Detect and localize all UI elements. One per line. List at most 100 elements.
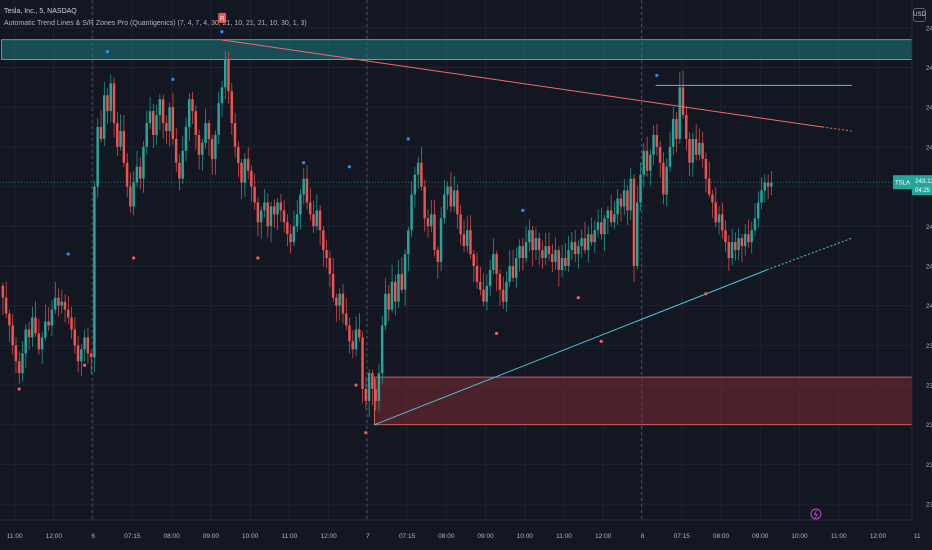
candle-bear: [233, 123, 237, 147]
candle-bull: [508, 265, 511, 282]
candle-bear: [4, 297, 8, 314]
indicator-legend[interactable]: Automatic Trend Lines & S/R Zones Pro (Q…: [4, 20, 307, 27]
candle-bear: [740, 238, 744, 247]
x-tick-label: 12:00: [870, 533, 887, 540]
candle-bear: [469, 230, 472, 255]
candle-bull: [635, 202, 639, 266]
candle-bear: [73, 329, 77, 346]
candle-bull: [21, 353, 24, 374]
candle-bull: [622, 190, 626, 207]
time-axis[interactable]: 11:00 12:00 6 07:15 08:00 09:00 10:00 11:00 12:0…: [0, 519, 932, 550]
candle-bear: [371, 373, 374, 390]
pivot-low-dot: [576, 296, 580, 300]
candle-bear: [364, 389, 368, 401]
trend-lines[interactable]: [220, 39, 852, 426]
candle-bear: [600, 222, 603, 235]
candle-bull: [485, 285, 489, 302]
y-tick-label: 239.00: [926, 343, 932, 350]
candle-bear: [171, 107, 175, 139]
y-tick-label: 236.00: [926, 462, 932, 469]
candle-bear: [541, 250, 544, 259]
pivot-low-dot: [704, 292, 708, 296]
candle-bear: [138, 166, 142, 179]
sr-zones: [1, 39, 913, 426]
candle-bear: [688, 138, 691, 163]
candle-bull: [214, 134, 217, 159]
candle-bull: [439, 218, 443, 262]
pivot-high-dot: [347, 165, 352, 169]
pivot-low-dot: [256, 256, 260, 260]
candle-bear: [34, 317, 37, 334]
candle-bear: [289, 234, 292, 243]
candle-bear: [387, 293, 390, 310]
event-icon: [810, 508, 822, 520]
candle-bear: [250, 170, 253, 187]
candle-bear: [714, 202, 717, 223]
candle-bull: [155, 115, 158, 135]
candle-bull: [201, 142, 204, 155]
candle-bull: [750, 230, 753, 243]
candle-bear: [655, 134, 659, 147]
pivot-high-dot: [220, 30, 224, 34]
candle-bear: [583, 238, 587, 251]
candle-bear: [112, 83, 116, 124]
candle-bear: [37, 333, 41, 350]
candle-bear: [632, 178, 636, 266]
y-tick-label: 247.00: [926, 25, 932, 32]
candle-bear: [161, 99, 165, 124]
candle-bull: [50, 309, 54, 326]
y-tick-label: 241.00: [926, 263, 932, 270]
last-price-tag: [912, 175, 932, 196]
candle-bull: [416, 162, 420, 175]
x-tick-label: 08:00: [713, 533, 730, 540]
pivot-high-dot: [302, 161, 306, 165]
candle-bull: [753, 218, 757, 231]
x-tick-label: 11:00: [7, 533, 23, 540]
pivot-high-dot: [105, 50, 110, 54]
candle-bull: [691, 138, 695, 163]
candle-bull: [217, 103, 220, 135]
candle-bull: [367, 373, 371, 401]
candle-bull: [269, 206, 273, 227]
candle-bear: [662, 162, 665, 195]
chart-grid: [0, 0, 918, 520]
candle-bull: [243, 158, 247, 183]
price-axis[interactable]: 235.00 236.00 237.00 238.00 239.00 240.00 241.…: [911, 0, 932, 550]
candle-bear: [165, 123, 168, 131]
candle-bear: [426, 218, 430, 227]
candle-bear: [658, 146, 662, 163]
candle-bull: [181, 150, 184, 179]
currency-button[interactable]: USD: [913, 8, 926, 22]
candle-bear: [14, 345, 18, 362]
candle-bear: [475, 265, 479, 282]
candle-bull: [760, 190, 763, 203]
candle-bull: [586, 234, 590, 251]
candle-bull: [593, 230, 596, 243]
candle-bull: [93, 186, 96, 358]
candles[interactable]: [1, 50, 773, 418]
x-tick-label: 10:00: [242, 533, 259, 540]
candle-bear: [125, 162, 129, 187]
pivot-markers: R: [17, 12, 708, 435]
candle-bull: [60, 301, 63, 306]
candle-bull: [384, 293, 387, 326]
pivot-low-dot: [17, 387, 21, 391]
candle-bull: [518, 246, 521, 259]
candle-bull: [377, 373, 381, 401]
candle-bull: [24, 329, 27, 354]
candle-bull: [452, 190, 456, 207]
candle-bull: [31, 317, 34, 338]
candle-bull: [102, 95, 106, 139]
candle-bull: [354, 329, 358, 350]
symbol-title[interactable]: Tesla, Inc., 5, NASDAQ: [4, 8, 77, 15]
candle-bull: [603, 218, 606, 235]
candle-bull: [187, 99, 191, 128]
candle-bear: [207, 123, 211, 139]
candle-bear: [433, 214, 436, 251]
candle-bull: [263, 202, 266, 211]
candle-bull: [292, 226, 296, 243]
candle-bear: [394, 281, 397, 302]
support-trendline-extension: [766, 237, 852, 271]
pivot-high-dot: [521, 208, 525, 212]
